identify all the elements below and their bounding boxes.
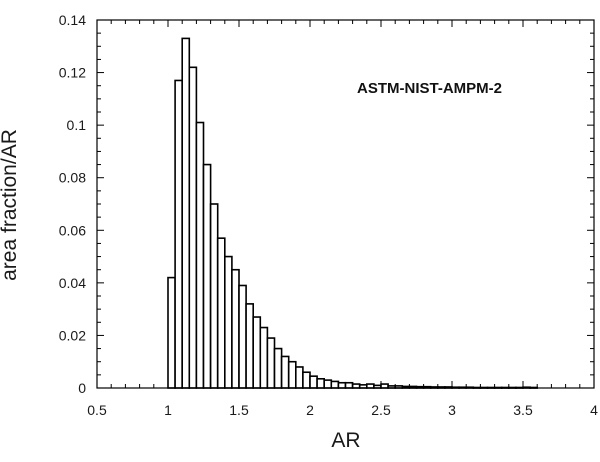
histogram-bar [245, 303, 255, 389]
histogram-bar [209, 203, 219, 389]
histogram-bar [231, 268, 240, 389]
histogram-bar [294, 366, 304, 389]
x-tick-label: 2 [306, 402, 314, 418]
y-tick-label: 0.14 [59, 12, 86, 28]
histogram-bar [188, 66, 198, 389]
x-tick-labels: 0.5 1 1.5 2 2.5 3 3.5 4 [87, 402, 598, 418]
y-tick-label: 0.06 [59, 222, 86, 238]
histogram-bar [224, 255, 233, 389]
y-axis-title: area fraction/AR [0, 129, 21, 281]
histogram-bar [330, 380, 340, 389]
histogram-bar [202, 163, 212, 389]
x-tick-label: 2.5 [371, 402, 391, 418]
y-tick-label: 0.12 [59, 65, 86, 81]
x-tick-label: 1.5 [229, 402, 249, 418]
histogram-bar [174, 79, 184, 389]
histogram-bar [302, 371, 311, 389]
y-tick-label: 0.08 [59, 170, 86, 186]
histogram-bar [252, 316, 262, 389]
histogram-bar [266, 337, 276, 389]
histogram-bar [195, 121, 205, 389]
x-axis-title: AR [331, 429, 360, 452]
histogram-bar [337, 381, 347, 389]
histogram-bar [216, 237, 226, 389]
x-tick-label: 1 [164, 402, 172, 418]
histogram-bar [238, 284, 247, 389]
histogram-bar [181, 37, 191, 389]
x-tick-label: 4 [590, 402, 598, 418]
x-tick-label: 3 [448, 402, 456, 418]
histogram-bar [323, 379, 333, 389]
y-tick-label: 0.04 [59, 275, 86, 291]
y-tick-label: 0.1 [67, 117, 87, 133]
histogram-bar [287, 360, 297, 389]
x-tick-label: 3.5 [513, 402, 533, 418]
histogram-bar [167, 276, 176, 389]
y-tick-label: 0 [78, 380, 86, 396]
histogram-bar [273, 347, 283, 389]
histogram-bar [280, 355, 290, 389]
y-tick-label: 0.02 [59, 327, 86, 343]
histogram-bar [259, 326, 269, 389]
histogram-bar [344, 381, 354, 389]
axis-ticks [96, 19, 595, 389]
y-tick-labels: 0 0.02 0.04 0.06 0.08 0.1 0.12 0.14 [59, 12, 86, 396]
dataset-annotation: ASTM-NIST-AMPM-2 [357, 80, 502, 97]
histogram-bar [316, 377, 326, 389]
histogram-bar [309, 375, 318, 389]
histogram-bars [167, 37, 538, 389]
x-tick-label: 0.5 [87, 402, 107, 418]
